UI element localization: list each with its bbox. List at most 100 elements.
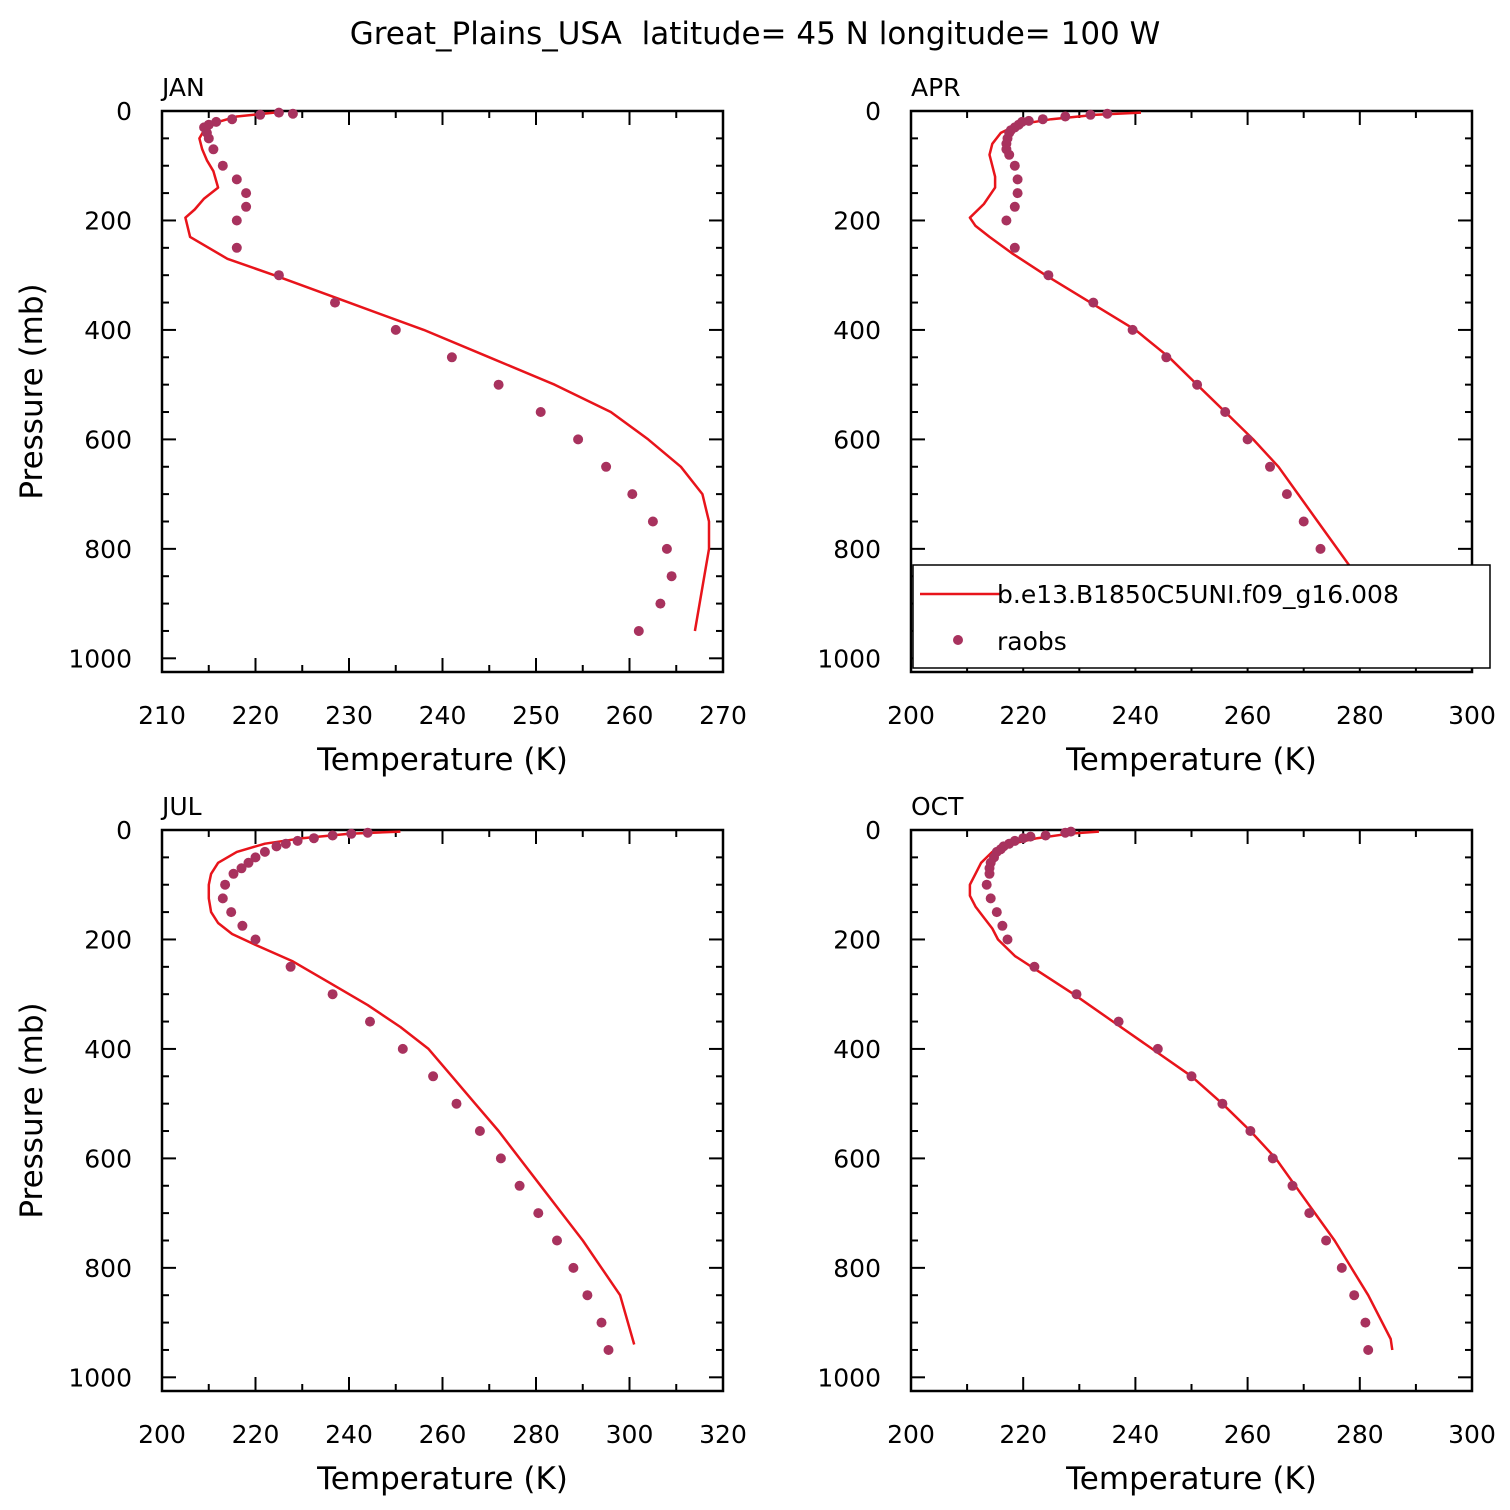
apr-x-tick-label: 280 <box>1336 701 1384 730</box>
jan-x-tick-label: 210 <box>138 701 186 730</box>
jan-raobs-point <box>231 242 242 253</box>
jul-plot-frame <box>160 828 725 1393</box>
jul-raobs-point <box>552 1235 562 1246</box>
jul-raobs-point <box>514 1180 525 1191</box>
legend-model-label: b.e13.B1850C5UNI.f09_g16.008 <box>997 580 1399 609</box>
jan-y-tick-label: 600 <box>84 425 132 454</box>
oct-raobs-point <box>984 868 995 879</box>
jan-y-tick-label: 0 <box>116 97 132 126</box>
jul-raobs-point <box>474 1126 485 1136</box>
oct-y-tick-label: 200 <box>833 925 881 954</box>
jan-raobs-point <box>633 626 644 636</box>
oct-y-tick-label: 1000 <box>817 1363 881 1392</box>
jan-x-tick-label: 260 <box>606 701 654 730</box>
apr-y-tick-label: 1000 <box>817 644 881 673</box>
apr-panel-label: APR <box>911 73 961 102</box>
apr-raobs-point <box>1161 352 1172 363</box>
jul-raobs-point <box>259 846 270 857</box>
jul-x-tick-label: 320 <box>699 1420 747 1449</box>
oct-raobs-point <box>1245 1126 1256 1136</box>
apr-raobs-point <box>1281 489 1292 500</box>
jul-raobs-point <box>280 838 291 849</box>
oct-raobs-point <box>1071 989 1082 1000</box>
apr-raobs-point <box>1192 379 1203 390</box>
jul-x-tick-label: 240 <box>325 1420 373 1449</box>
jul-raobs-point <box>568 1262 579 1273</box>
panel-apr: APR 200 220 240 260 280 300 0 200 400 600 800 1000 Te… <box>817 73 1495 778</box>
apr-raobs-point <box>1001 215 1012 226</box>
jan-y-axis-title: Pressure (mb) <box>14 283 50 499</box>
apr-y-tick-label: 0 <box>865 97 881 126</box>
oct-y-tick-label: 400 <box>833 1035 881 1064</box>
apr-raobs-point <box>1009 160 1020 171</box>
oct-raobs-point <box>1113 1016 1124 1027</box>
jul-raobs-point <box>250 934 261 945</box>
jan-raobs-point <box>241 188 252 199</box>
legend-obs-swatch <box>953 635 963 645</box>
jul-raobs-point <box>243 857 254 868</box>
oct-x-tick-label: 280 <box>1336 1420 1384 1449</box>
oct-y-tick-label: 800 <box>833 1254 881 1283</box>
jan-x-axis-title: Temperature (K) <box>316 742 568 778</box>
jan-raobs-point <box>203 133 214 144</box>
jul-x-axis-title: Temperature (K) <box>316 1461 568 1497</box>
oct-x-tick-label: 200 <box>887 1420 935 1449</box>
apr-y-tick-label: 400 <box>833 316 881 345</box>
legend-box <box>912 564 1491 669</box>
jan-raobs-point <box>390 324 401 335</box>
oct-raobs-point <box>1336 1262 1347 1273</box>
jul-raobs-point <box>308 833 319 844</box>
oct-raobs-point <box>1363 1345 1374 1355</box>
apr-y-tick-label: 200 <box>833 206 881 235</box>
oct-x-axis-title: Temperature (K) <box>1065 1461 1317 1497</box>
jul-raobs-point <box>271 841 282 852</box>
jul-raobs-point <box>451 1098 462 1109</box>
oct-x-tick-label: 260 <box>1224 1420 1272 1449</box>
jul-x-tick-label: 280 <box>512 1420 560 1449</box>
oct-raobs-point <box>1360 1317 1371 1328</box>
jan-x-tick-label: 240 <box>419 701 467 730</box>
jan-raobs-point <box>330 297 340 308</box>
jul-raobs-point <box>346 828 357 839</box>
oct-raobs-point <box>1287 1180 1298 1191</box>
apr-model-line <box>968 111 1384 627</box>
apr-raobs-point <box>1298 516 1309 527</box>
jan-y-tick-label: 1000 <box>68 644 132 673</box>
apr-raobs-point <box>1009 201 1020 212</box>
jul-y-tick-label: 800 <box>84 1254 132 1283</box>
apr-raobs-point <box>1088 297 1099 308</box>
jul-raobs-point <box>495 1153 506 1164</box>
apr-raobs-point <box>1220 407 1231 417</box>
jul-raobs-point <box>428 1071 439 1082</box>
jul-y-axis-title: Pressure (mb) <box>14 1002 50 1218</box>
apr-raobs-point <box>1037 114 1048 125</box>
jul-raobs-point <box>327 830 338 841</box>
jan-raobs-point <box>273 107 284 118</box>
jan-panel-label: JAN <box>160 73 205 102</box>
jan-raobs-point <box>493 379 504 390</box>
jan-x-tick-label: 230 <box>325 701 373 730</box>
oct-raobs-point <box>1018 833 1029 844</box>
jul-raobs-point <box>220 879 231 890</box>
jul-x-tick-label: 200 <box>138 1420 186 1449</box>
oct-raobs-point <box>985 893 996 904</box>
jul-x-tick-label: 260 <box>419 1420 467 1449</box>
apr-raobs-point <box>1004 149 1015 160</box>
jan-raobs-point <box>231 174 242 185</box>
apr-raobs-point <box>1242 434 1253 445</box>
jan-raobs-point <box>627 489 638 500</box>
oct-raobs-point <box>1267 1153 1278 1164</box>
oct-y-tick-label: 600 <box>833 1144 881 1173</box>
oct-y-tick-label: 0 <box>865 816 881 845</box>
oct-raobs-point <box>1060 827 1071 838</box>
jan-raobs-point <box>227 114 238 125</box>
apr-x-tick-label: 260 <box>1224 701 1272 730</box>
jul-y-tick-label: 400 <box>84 1035 132 1064</box>
jan-raobs-point <box>241 201 252 212</box>
jan-x-tick-label: 270 <box>699 701 747 730</box>
panel-oct: OCT 200 220 240 260 280 300 0 200 400 600 800 1000 Te… <box>817 792 1495 1497</box>
apr-raobs-point <box>1012 174 1023 185</box>
jul-raobs-point <box>582 1290 593 1301</box>
jan-raobs-point <box>231 215 242 226</box>
jul-y-tick-label: 0 <box>116 816 132 845</box>
